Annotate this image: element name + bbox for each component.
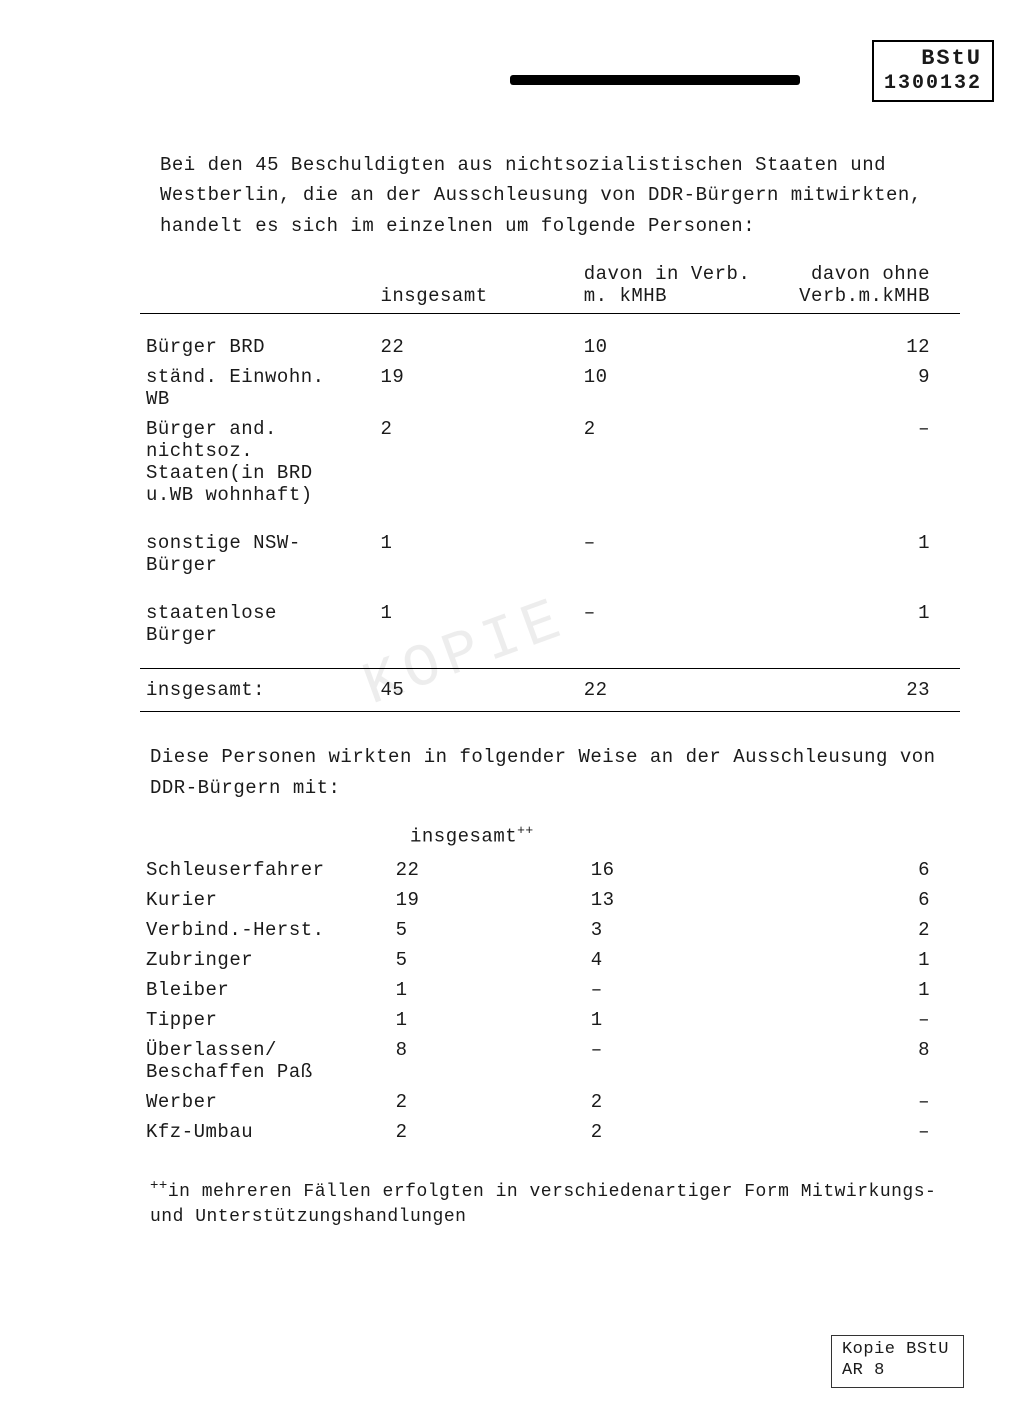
table-row: Bleiber 1 – 1 <box>140 975 960 1005</box>
table-row: ständ. Einwohn. WB 19 10 9 <box>140 362 960 414</box>
row-v3: 6 <box>787 885 960 915</box>
row-v1: 5 <box>366 945 541 975</box>
row-v3: 8 <box>787 1035 960 1087</box>
row-label: sonstige NSW-Bürger <box>140 528 351 580</box>
row-label: Tipper <box>140 1005 366 1035</box>
row-label: Bürger BRD <box>140 332 351 362</box>
row-v3: 1 <box>787 945 960 975</box>
row-v1: 1 <box>366 1005 541 1035</box>
row-v2: 2 <box>541 1117 787 1147</box>
row-v2: – <box>541 975 787 1005</box>
row-v3: 1 <box>771 528 960 580</box>
row-v1: 22 <box>351 332 534 362</box>
total-v3: 23 <box>771 669 960 712</box>
row-v2: 4 <box>541 945 787 975</box>
table-persons: insgesamt davon in Verb. m. kMHB davon o… <box>140 259 960 712</box>
row-v3: – <box>787 1087 960 1117</box>
row-v1: 1 <box>351 528 534 580</box>
row-label: Schleuserfahrer <box>140 855 366 885</box>
intro-paragraph: Bei den 45 Beschuldigten aus nichtsozial… <box>100 150 960 241</box>
row-v3: 1 <box>787 975 960 1005</box>
table-row: Schleuserfahrer 22 16 6 <box>140 855 960 885</box>
table-row: Bürger and. nichtsoz. Staaten(in BRD u.W… <box>140 414 960 510</box>
total-label: insgesamt: <box>140 669 351 712</box>
row-v3: – <box>771 414 960 510</box>
row-v2: – <box>534 528 771 580</box>
row-v2: 2 <box>541 1087 787 1117</box>
table-row: Bürger BRD 22 10 12 <box>140 332 960 362</box>
row-label: Verbind.-Herst. <box>140 915 366 945</box>
row-v2: 16 <box>541 855 787 885</box>
row-v1: 2 <box>351 414 534 510</box>
table-row: staatenlose Bürger 1 – 1 <box>140 598 960 650</box>
row-label: Überlassen/ Beschaffen Paß <box>140 1035 366 1087</box>
table1-h2: davon in Verb. m. kMHB <box>534 259 771 314</box>
row-v1: 19 <box>366 885 541 915</box>
row-v3: – <box>787 1117 960 1147</box>
table2-header-label: insgesamt <box>410 825 517 847</box>
table-row: Kurier 19 13 6 <box>140 885 960 915</box>
row-v1: 19 <box>351 362 534 414</box>
row-v2: 1 <box>541 1005 787 1035</box>
row-label: Werber <box>140 1087 366 1117</box>
row-v1: 2 <box>366 1087 541 1117</box>
mid-paragraph: Diese Personen wirkten in folgender Weis… <box>100 742 960 803</box>
row-v3: 12 <box>771 332 960 362</box>
row-v3: – <box>787 1005 960 1035</box>
row-label: Zubringer <box>140 945 366 975</box>
table-row: Werber 2 2 – <box>140 1087 960 1117</box>
table2-header-sup: ++ <box>517 823 534 838</box>
table1-header-row: insgesamt davon in Verb. m. kMHB davon o… <box>140 259 960 314</box>
footnote-text: in mehreren Fällen erfolgten in verschie… <box>150 1182 936 1227</box>
table-row: Verbind.-Herst. 5 3 2 <box>140 915 960 945</box>
table2-header: insgesamt++ <box>410 823 960 847</box>
row-v2: 10 <box>534 332 771 362</box>
table-row: Überlassen/ Beschaffen Paß 8 – 8 <box>140 1035 960 1087</box>
table1-h1: insgesamt <box>351 259 534 314</box>
row-v3: 1 <box>771 598 960 650</box>
row-v1: 8 <box>366 1035 541 1087</box>
row-v2: – <box>541 1035 787 1087</box>
total-v2: 22 <box>534 669 771 712</box>
row-v3: 2 <box>787 915 960 945</box>
document-page: Bei den 45 Beschuldigten aus nichtsozial… <box>100 50 960 1231</box>
row-v2: – <box>534 598 771 650</box>
table1-h3: davon ohne Verb.m.kMHB <box>771 259 960 314</box>
footnote-mark: ++ <box>150 1178 168 1194</box>
row-v2: 10 <box>534 362 771 414</box>
row-v3: 6 <box>787 855 960 885</box>
row-v1: 1 <box>351 598 534 650</box>
table-row: Zubringer 5 4 1 <box>140 945 960 975</box>
row-v2: 2 <box>534 414 771 510</box>
row-label: ständ. Einwohn. WB <box>140 362 351 414</box>
stamp-bottom-line2: AR 8 <box>842 1361 949 1381</box>
row-label: staatenlose Bürger <box>140 598 351 650</box>
total-v1: 45 <box>351 669 534 712</box>
row-v1: 22 <box>366 855 541 885</box>
table1-h0 <box>140 259 351 314</box>
row-label: Kurier <box>140 885 366 915</box>
row-v2: 3 <box>541 915 787 945</box>
table1-total-row: insgesamt: 45 22 23 <box>140 669 960 712</box>
row-v2: 13 <box>541 885 787 915</box>
footnote: ++in mehreren Fällen erfolgten in versch… <box>100 1177 960 1230</box>
row-label: Kfz-Umbau <box>140 1117 366 1147</box>
row-v1: 1 <box>366 975 541 1005</box>
stamp-bottom-line1: Kopie BStU <box>842 1340 949 1360</box>
row-v1: 5 <box>366 915 541 945</box>
row-label: Bürger and. nichtsoz. Staaten(in BRD u.W… <box>140 414 351 510</box>
table-roles: Schleuserfahrer 22 16 6 Kurier 19 13 6 V… <box>140 855 960 1147</box>
table-row: Tipper 1 1 – <box>140 1005 960 1035</box>
row-label: Bleiber <box>140 975 366 1005</box>
archive-stamp-bottom: Kopie BStU AR 8 <box>831 1335 964 1388</box>
row-v3: 9 <box>771 362 960 414</box>
table-row: Kfz-Umbau 2 2 – <box>140 1117 960 1147</box>
row-v1: 2 <box>366 1117 541 1147</box>
table-row: sonstige NSW-Bürger 1 – 1 <box>140 528 960 580</box>
